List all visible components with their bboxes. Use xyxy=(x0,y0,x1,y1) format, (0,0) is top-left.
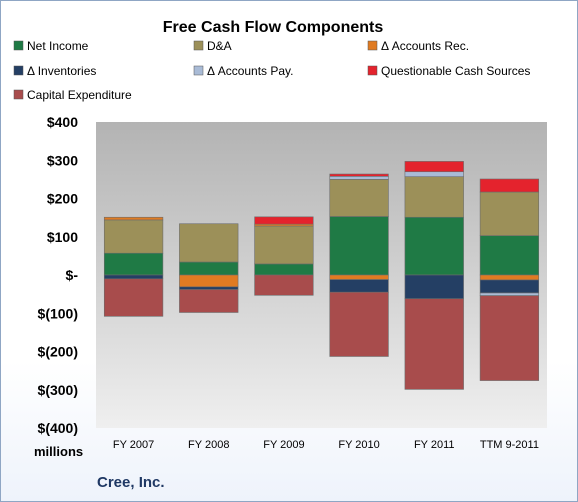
bar-stack-fy-2008 xyxy=(179,223,239,313)
y-tick-label: $400 xyxy=(47,114,78,130)
legend-label: Δ Accounts Rec. xyxy=(381,39,469,53)
legend-swatch xyxy=(13,40,24,51)
bar-segment-capital-expenditure xyxy=(103,278,164,317)
bar-segment-net-income xyxy=(329,216,389,276)
legend: Net Income D&A Δ Accounts Rec. Δ Inventorie… xyxy=(13,39,530,102)
bars xyxy=(103,161,540,390)
bar-segment-capital-expenditure xyxy=(404,298,464,390)
y-tick-label: $(400) xyxy=(38,420,78,436)
y-tick-label: $300 xyxy=(47,152,78,168)
bar-segment-delta-accounts-pay xyxy=(329,176,389,180)
legend-label: D&A xyxy=(207,39,232,53)
legend-item-d-a: D&A xyxy=(193,39,232,53)
x-tick-label: FY 2008 xyxy=(188,439,229,451)
bar-stack-fy-2010 xyxy=(329,173,389,357)
bar-segment-capital-expenditure xyxy=(479,295,540,381)
bar-segment-net-income xyxy=(103,252,164,276)
legend-label: Capital Expenditure xyxy=(27,88,132,102)
bar-segment-capital-expenditure xyxy=(254,274,314,296)
bar-segment-delta-inventories xyxy=(479,279,540,294)
y-tick-label: $200 xyxy=(47,191,78,207)
legend-swatch xyxy=(367,40,378,51)
x-axis: FY 2007 FY 2008 FY 2009 FY 2010 FY 2011 TTM 9… xyxy=(113,439,539,451)
y-tick-label: $(100) xyxy=(38,305,78,321)
x-tick-label: FY 2009 xyxy=(263,439,304,451)
bar-segment-delta-accounts-rec xyxy=(103,216,164,221)
bar-segment-d-a xyxy=(329,179,389,217)
bar-segment-net-income xyxy=(254,263,314,276)
legend-label: Δ Inventories xyxy=(27,64,96,78)
legend-item-questionable-cash-sources: Questionable Cash Sources xyxy=(367,64,530,78)
bar-stack-fy-2009 xyxy=(254,216,314,296)
chart-title: Free Cash Flow Components xyxy=(163,19,384,36)
bar-segment-capital-expenditure xyxy=(329,291,389,357)
bar-stack-fy-2011 xyxy=(404,161,464,390)
bar-segment-net-income xyxy=(404,216,464,276)
bar-segment-net-income xyxy=(179,261,239,276)
bar-stack-fy-2007 xyxy=(103,216,164,317)
legend-label: Δ Accounts Pay. xyxy=(207,64,294,78)
bar-stack-ttm-9-2011 xyxy=(479,178,540,381)
bar-segment-delta-accounts-rec xyxy=(179,274,239,288)
legend-label: Questionable Cash Sources xyxy=(381,64,530,78)
bar-segment-d-a xyxy=(103,219,164,254)
y-tick-label: $- xyxy=(66,267,79,283)
bar-segment-delta-inventories xyxy=(179,286,239,290)
bar-segment-capital-expenditure xyxy=(179,289,239,313)
legend-swatch xyxy=(367,65,378,76)
x-tick-label: FY 2011 xyxy=(414,439,455,451)
bar-segment-delta-accounts-rec xyxy=(329,274,389,280)
unit-label: millions xyxy=(34,444,83,459)
y-axis: $400 $300 $200 $100 $- $(100) $(200) $(300) $(40… xyxy=(38,114,79,436)
bar-segment-questionable-cash-sources xyxy=(404,161,464,173)
bar-segment-d-a xyxy=(254,225,314,265)
x-tick-label: TTM 9-2011 xyxy=(480,439,539,451)
legend-item-delta-accounts-pay: Δ Accounts Pay. xyxy=(193,64,294,78)
bar-segment-delta-inventories xyxy=(103,274,164,280)
legend-item-delta-inventories: Δ Inventories xyxy=(13,64,96,78)
legend-item-delta-accounts-rec: Δ Accounts Rec. xyxy=(367,39,469,53)
bar-segment-net-income xyxy=(479,235,540,276)
bar-segment-d-a xyxy=(404,176,464,218)
bar-segment-delta-accounts-pay xyxy=(404,171,464,177)
bar-segment-delta-accounts-rec xyxy=(479,274,540,281)
bar-segment-questionable-cash-sources xyxy=(479,178,540,193)
x-tick-label: FY 2007 xyxy=(113,439,154,451)
bar-segment-d-a xyxy=(179,223,239,263)
bar-segment-questionable-cash-sources xyxy=(329,173,389,177)
legend-item-capital-expenditure: Capital Expenditure xyxy=(13,88,132,102)
bar-segment-delta-inventories xyxy=(329,279,389,293)
bar-segment-delta-accounts-pay xyxy=(479,292,540,296)
bar-segment-d-a xyxy=(479,191,540,236)
x-tick-label: FY 2010 xyxy=(338,439,379,451)
legend-label: Net Income xyxy=(27,39,89,53)
y-tick-label: $100 xyxy=(47,229,78,245)
y-tick-label: $(200) xyxy=(38,344,78,360)
legend-swatch xyxy=(193,65,204,76)
bar-segment-questionable-cash-sources xyxy=(254,216,314,225)
legend-swatch xyxy=(13,65,24,76)
company-name: Cree, Inc. xyxy=(97,474,165,491)
y-tick-label: $(300) xyxy=(38,382,78,398)
legend-swatch xyxy=(13,89,24,100)
legend-swatch xyxy=(193,40,204,51)
plot-area xyxy=(96,122,547,428)
legend-item-net-income: Net Income xyxy=(13,39,89,53)
bar-segment-delta-inventories xyxy=(404,274,464,300)
